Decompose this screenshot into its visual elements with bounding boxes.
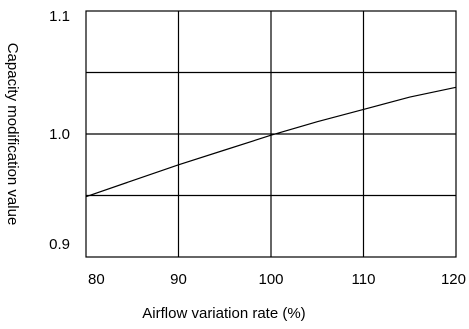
series-group: [85, 86, 457, 198]
y-tick-label: 0.9: [49, 236, 70, 253]
x-tick-label: 120: [441, 271, 466, 288]
x-axis-label: Airflow variation rate (%): [142, 305, 305, 322]
x-tick-label: 100: [258, 271, 283, 288]
y-axis-label: Capacity modification value: [4, 43, 21, 226]
y-tick-labels: 1.1 1.0 0.9: [49, 8, 70, 253]
y-tick-label: 1.1: [49, 8, 70, 25]
y-tick-label: 1.0: [49, 126, 70, 143]
x-tick-label: 80: [88, 271, 105, 288]
grid-lines: [86, 11, 456, 257]
x-tick-labels: 80 90 100 110 120: [88, 271, 466, 288]
x-tick-label: 110: [352, 271, 376, 288]
x-tick-label: 90: [170, 271, 187, 288]
series-line: [85, 86, 457, 198]
